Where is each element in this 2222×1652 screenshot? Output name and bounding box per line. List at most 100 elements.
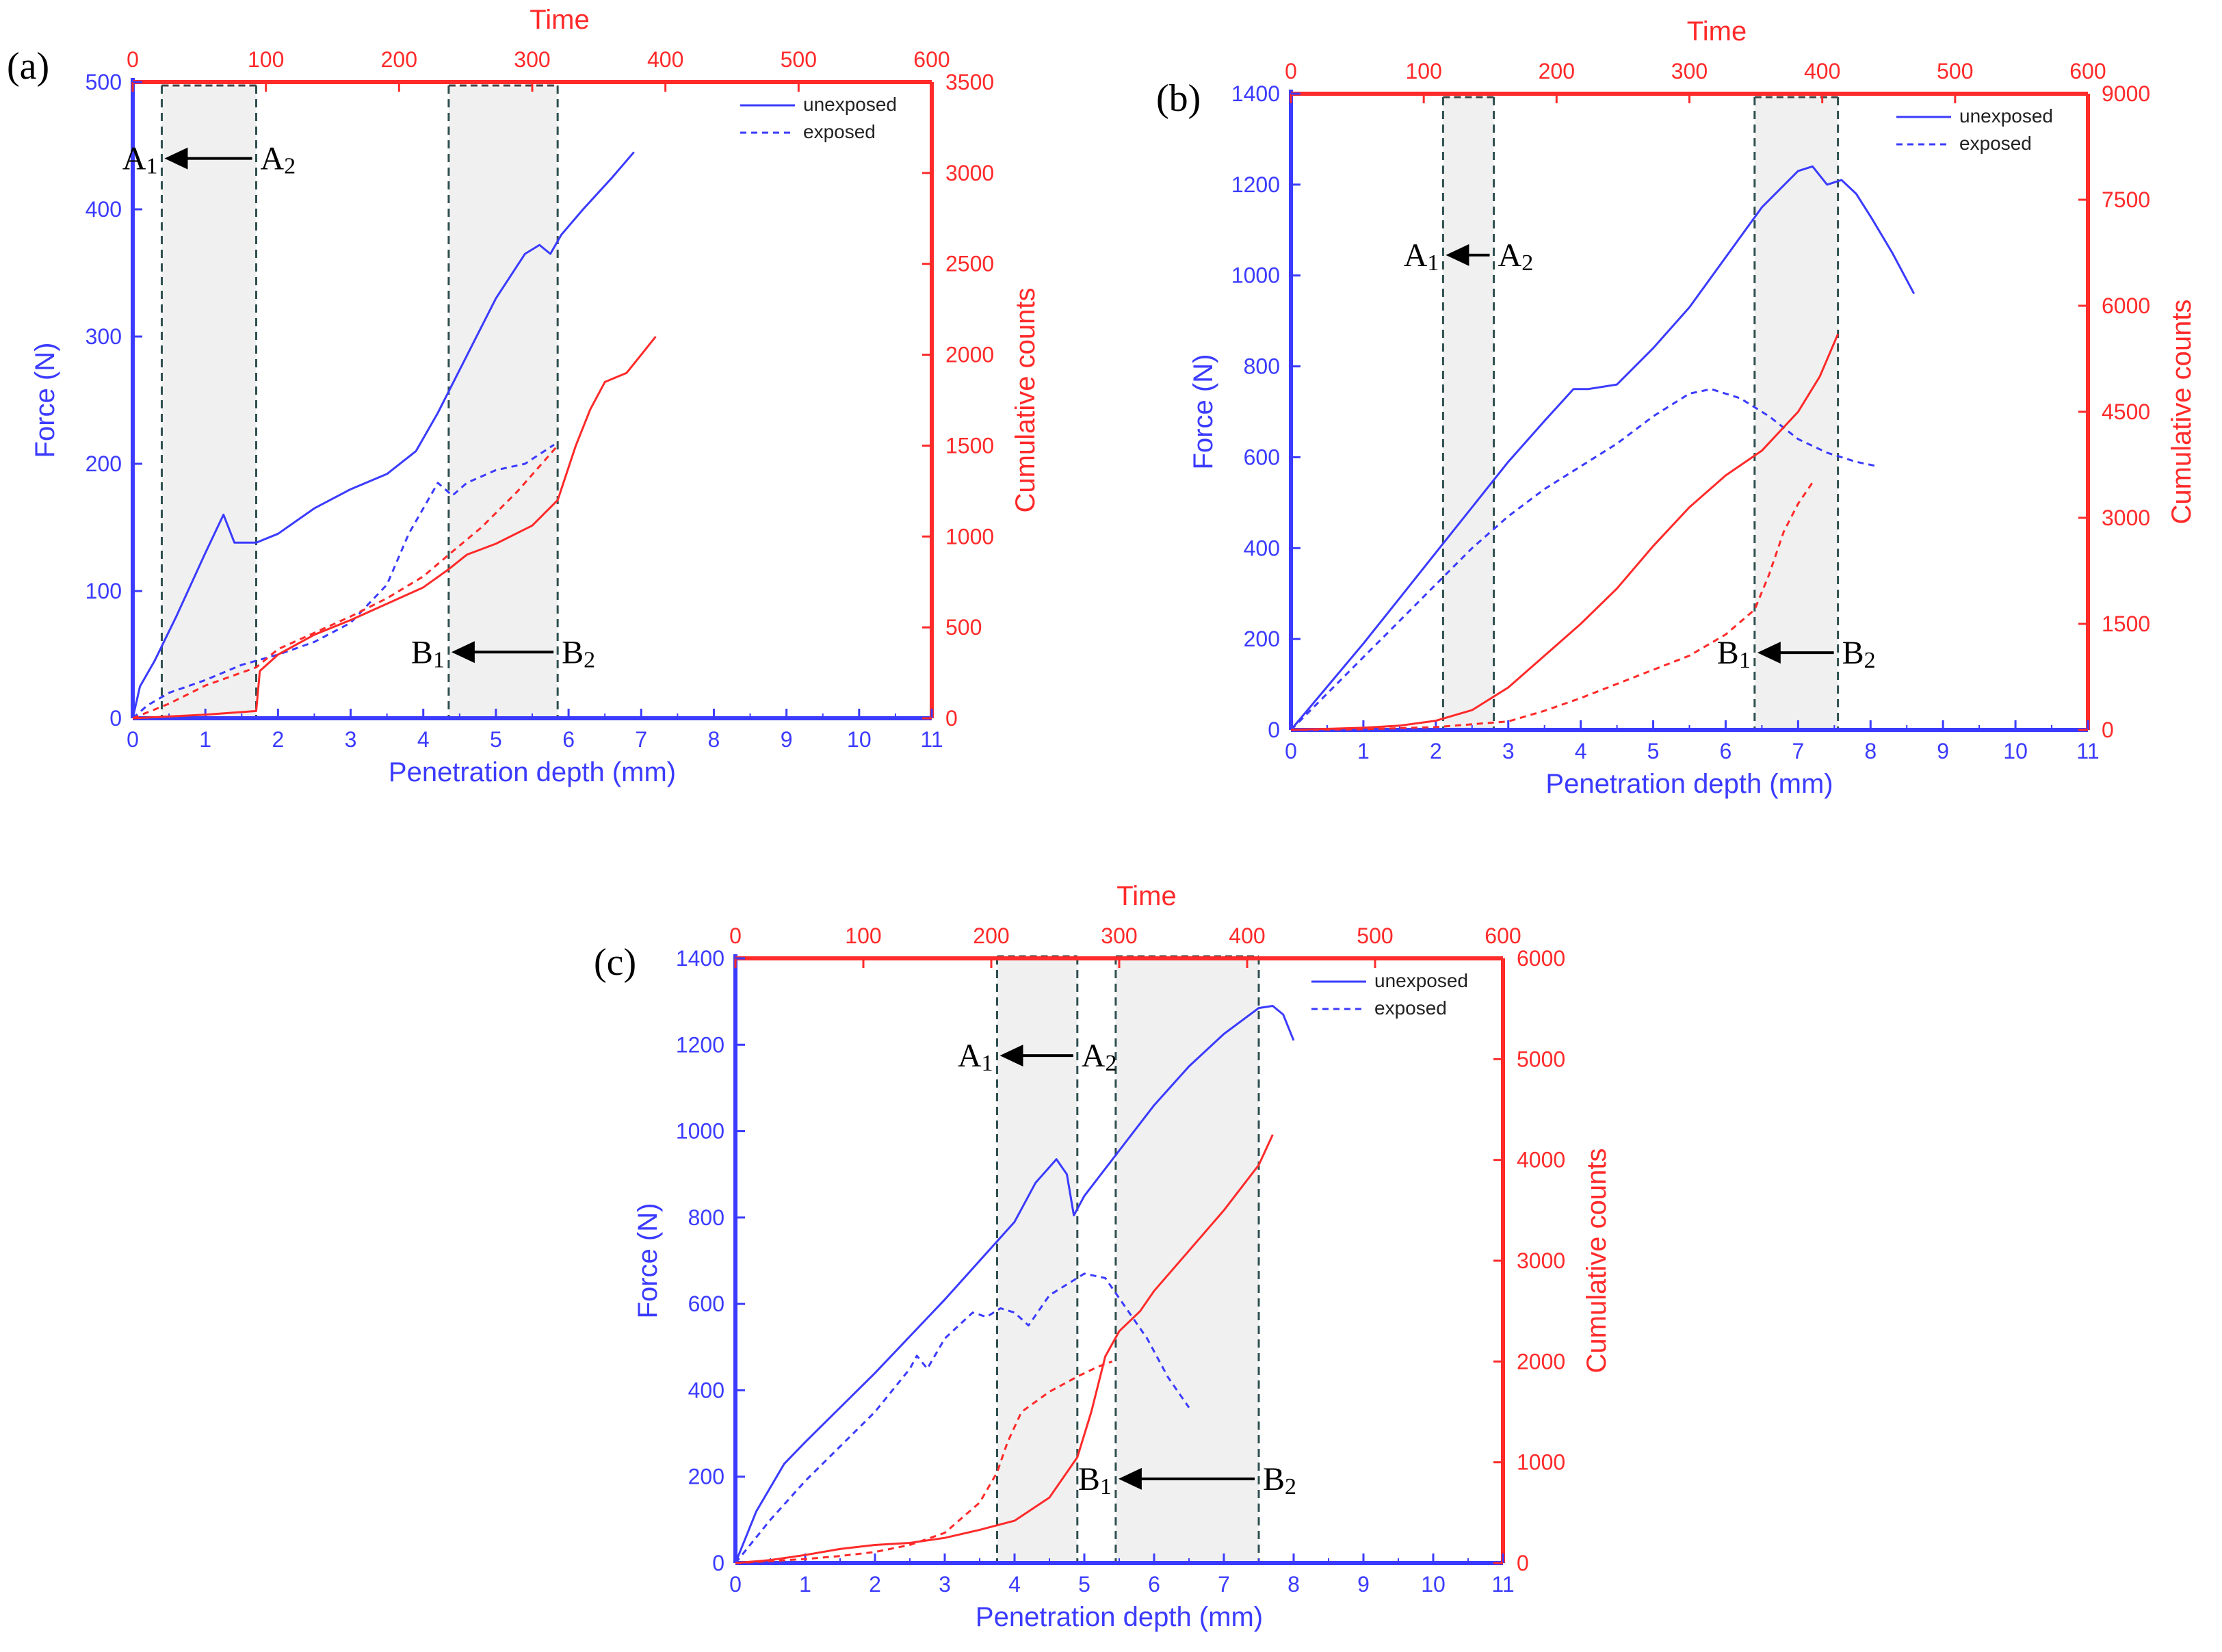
y2-tick-label: 5000	[1517, 1047, 1565, 1071]
y2-tick-label: 0	[945, 706, 958, 731]
annotation-left-label: B1	[1078, 1461, 1112, 1499]
x-tick-label: 4	[1008, 1572, 1021, 1597]
y-tick-label: 200	[1244, 627, 1280, 651]
y2-tick-label: 500	[945, 615, 982, 640]
top-x-tick-label: 200	[1539, 59, 1575, 83]
top-x-axis-title: Time	[1687, 16, 1747, 47]
y-axis-title: Force (N)	[1188, 354, 1218, 470]
y-tick-label: 0	[712, 1551, 724, 1575]
series-line-force-unexposed	[734, 1005, 1295, 1564]
x-tick-label: 6	[1148, 1572, 1160, 1597]
y-tick-label: 400	[1244, 536, 1280, 560]
y2-tick-label: 6000	[1517, 946, 1565, 971]
top-x-tick-label: 0	[729, 923, 742, 948]
y2-tick-label: 1000	[945, 524, 994, 549]
annotation-arrow-head	[1757, 642, 1781, 664]
y-tick-label: 0	[109, 706, 122, 731]
shaded-region	[161, 86, 257, 718]
x-tick-label: 2	[869, 1572, 881, 1597]
annotation-right-label: A2	[1498, 237, 1534, 276]
series-line-force-exposed	[132, 443, 555, 720]
annotation-arrow-head	[451, 641, 475, 664]
legend-label-exposed: exposed	[1374, 997, 1447, 1019]
top-x-tick-label: 0	[127, 47, 139, 72]
shaded-region	[448, 86, 558, 718]
y2-tick-label: 1500	[945, 433, 994, 458]
y-tick-label: 300	[86, 324, 122, 349]
chart-panel-b: 0 1 2 3 4 5 6 7 8 9 10 11 Penetration depth (mm) 0 100…	[1156, 16, 2197, 799]
top-x-tick-label: 400	[1229, 923, 1265, 948]
annotation-left-label: A1	[122, 141, 158, 179]
top-x-tick-label: 600	[913, 47, 950, 72]
y-tick-label: 600	[688, 1292, 724, 1316]
x-tick-label: 9	[1357, 1572, 1370, 1597]
y-tick-label: 1400	[676, 946, 724, 971]
y-tick-label: 400	[86, 197, 122, 222]
x-tick-label: 6	[1720, 739, 1732, 763]
shaded-region	[1115, 956, 1259, 1563]
annotation-left-label: B1	[1717, 635, 1751, 673]
annotation-arrow-head	[164, 147, 188, 170]
x-tick-label: 4	[1575, 739, 1587, 763]
y2-tick-label: 0	[2102, 718, 2114, 742]
top-x-tick-label: 600	[2069, 59, 2106, 83]
top-x-tick-label: 300	[514, 47, 550, 72]
legend-label-exposed: exposed	[1959, 133, 2032, 154]
x-tick-label: 4	[417, 727, 430, 752]
y2-axis-title: Cumulative counts	[1010, 287, 1041, 512]
top-x-tick-label: 500	[1937, 59, 1973, 83]
y2-tick-label: 0	[1517, 1551, 1529, 1575]
y-tick-label: 800	[688, 1205, 724, 1230]
x-tick-label: 7	[1218, 1572, 1230, 1597]
series-line-counts-exposed	[735, 1360, 1113, 1564]
x-tick-label: 5	[1078, 1572, 1090, 1597]
annotation-arrow-head	[1446, 244, 1469, 266]
top-x-tick-label: 200	[381, 47, 417, 72]
y-axis-title: Force (N)	[633, 1203, 663, 1319]
legend-label-unexposed: unexposed	[803, 94, 897, 115]
top-x-tick-label: 0	[1285, 59, 1297, 83]
y-tick-label: 1400	[1231, 81, 1280, 106]
y2-tick-label: 1000	[1517, 1450, 1565, 1475]
y-tick-label: 400	[688, 1378, 724, 1402]
annotation-b: B1 B2	[1078, 1461, 1296, 1499]
series-line-counts-exposed	[132, 445, 559, 720]
x-tick-label: 1	[1357, 739, 1370, 763]
legend-label-exposed: exposed	[803, 121, 876, 142]
top-x-tick-label: 500	[1357, 923, 1393, 948]
x-tick-label: 6	[562, 727, 575, 752]
y-tick-label: 200	[86, 451, 122, 476]
top-x-tick-label: 400	[647, 47, 683, 72]
x-tick-label: 11	[1491, 1572, 1514, 1597]
y2-tick-label: 9000	[2102, 81, 2150, 106]
y2-axis-title: Cumulative counts	[2167, 299, 2197, 524]
x-tick-label: 8	[1864, 739, 1877, 763]
series-line-counts-unexposed	[1290, 333, 1839, 731]
x-tick-label: 1	[199, 727, 211, 752]
y2-tick-label: 3000	[1517, 1248, 1565, 1273]
x-tick-label: 0	[729, 1572, 742, 1597]
annotation-arrow-head	[999, 1045, 1023, 1067]
top-x-tick-label: 500	[781, 47, 817, 72]
top-x-tick-label: 200	[973, 923, 1009, 948]
x-tick-label: 0	[1285, 739, 1297, 763]
series-line-force-unexposed	[131, 151, 635, 719]
chart-panel-c: 0 1 2 3 4 5 6 7 8 9 10 11 Penetration depth (mm) 0 100…	[594, 881, 1612, 1632]
x-axis-title: Penetration depth (mm)	[1545, 769, 1833, 799]
top-x-tick-label: 100	[845, 923, 881, 948]
chart-panel-a: 0 1 2 3 4 5 6 7 8 9 10 11 Penetration depth (mm) 0 100…	[7, 5, 1041, 787]
y2-tick-label: 2000	[945, 343, 994, 367]
y2-tick-label: 2500	[945, 252, 994, 276]
x-axis-title: Penetration depth (mm)	[976, 1602, 1263, 1632]
top-x-tick-label: 100	[248, 47, 284, 72]
series-line-force-unexposed	[1290, 165, 1916, 731]
x-tick-label: 7	[1792, 739, 1804, 763]
top-x-tick-label: 300	[1671, 59, 1708, 83]
y2-tick-label: 3000	[945, 161, 994, 185]
x-tick-label: 5	[490, 727, 502, 752]
top-x-axis-title: Time	[530, 5, 589, 35]
shaded-region	[1443, 97, 1494, 730]
x-tick-label: 10	[847, 727, 872, 752]
panel-label: (a)	[7, 45, 49, 88]
y2-tick-label: 4500	[2102, 399, 2150, 424]
